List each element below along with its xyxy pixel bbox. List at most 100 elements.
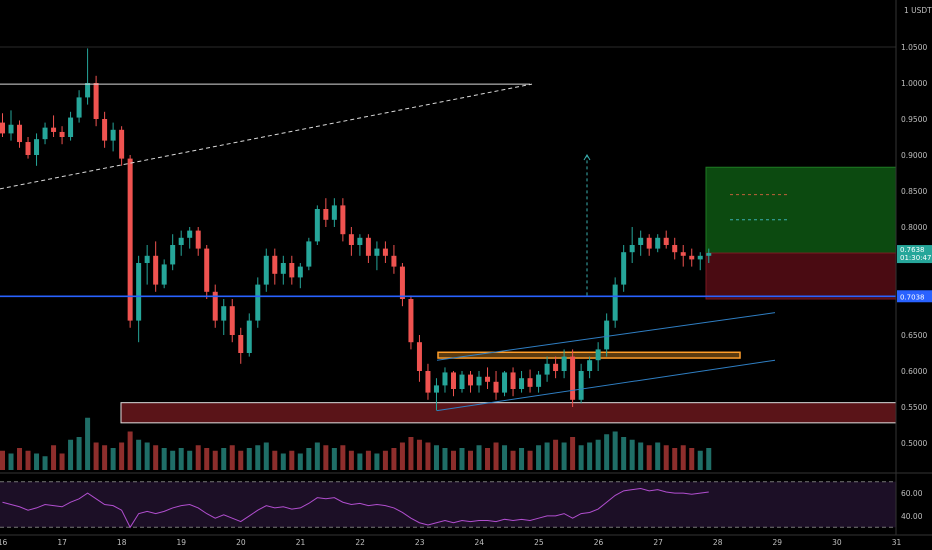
candle-body bbox=[297, 266, 303, 278]
candle-body bbox=[365, 237, 371, 256]
candle-body bbox=[110, 129, 116, 141]
y-tick-label: 1.0000 bbox=[901, 79, 927, 88]
dashed-trendline bbox=[0, 83, 533, 190]
candle-body bbox=[34, 139, 40, 155]
volume-bar bbox=[519, 448, 525, 470]
volume-bar bbox=[85, 417, 91, 470]
volume-bar bbox=[170, 450, 176, 470]
candle-body bbox=[178, 237, 184, 245]
x-tick-label: 24 bbox=[475, 538, 485, 547]
volume-bar bbox=[697, 450, 703, 470]
candle-body bbox=[25, 142, 31, 155]
candle-body bbox=[0, 122, 5, 134]
rsi-tick-label: 40.00 bbox=[901, 512, 923, 521]
volume-bar bbox=[689, 448, 695, 470]
volume-bar bbox=[612, 431, 618, 470]
volume-bar bbox=[638, 442, 644, 470]
volume-bar bbox=[425, 442, 431, 470]
volume-bar bbox=[76, 437, 82, 470]
x-tick-label: 23 bbox=[415, 538, 425, 547]
x-axis-strip bbox=[0, 535, 932, 550]
volume-bar bbox=[17, 448, 23, 470]
candle-body bbox=[93, 83, 99, 119]
volume-bar bbox=[229, 445, 235, 470]
volume-bar bbox=[433, 445, 439, 470]
x-tick-label: 17 bbox=[57, 538, 67, 547]
candle-body bbox=[663, 237, 669, 245]
candle-body bbox=[314, 209, 320, 242]
candle-body bbox=[136, 263, 142, 321]
y-tick-label: 0.5000 bbox=[901, 439, 927, 448]
y-tick-label: 0.9000 bbox=[901, 151, 927, 160]
candle-body bbox=[706, 253, 712, 256]
volume-bar bbox=[306, 448, 312, 470]
volume-bar bbox=[68, 439, 74, 470]
candle-body bbox=[17, 124, 23, 143]
candle-body bbox=[399, 266, 405, 299]
x-tick-label: 25 bbox=[534, 538, 544, 547]
x-tick-label: 27 bbox=[653, 538, 663, 547]
volume-bar bbox=[136, 439, 142, 470]
volume-bar bbox=[93, 442, 99, 470]
x-tick-label: 19 bbox=[177, 538, 187, 547]
volume-bar bbox=[340, 445, 346, 470]
candle-body bbox=[42, 127, 48, 140]
volume-bar bbox=[289, 450, 295, 470]
candle-body bbox=[59, 131, 65, 137]
x-tick-label: 21 bbox=[296, 538, 306, 547]
candle-body bbox=[689, 255, 695, 260]
candle-body bbox=[510, 372, 516, 389]
candle-body bbox=[51, 127, 57, 132]
volume-bar bbox=[527, 450, 533, 470]
candle-body bbox=[229, 306, 235, 335]
rsi-tick-label: 60.00 bbox=[901, 489, 923, 498]
candle-body bbox=[187, 230, 193, 238]
candle-body bbox=[561, 356, 567, 371]
candle-body bbox=[502, 372, 508, 393]
candle-body bbox=[127, 158, 133, 321]
candle-body bbox=[604, 320, 610, 350]
candle-body bbox=[340, 205, 346, 235]
x-tick-label: 20 bbox=[236, 538, 246, 547]
volume-bar bbox=[357, 453, 363, 470]
candle-body bbox=[646, 237, 652, 249]
volume-bar bbox=[280, 453, 286, 470]
volume-bar bbox=[493, 442, 499, 470]
rsi-band bbox=[0, 481, 896, 528]
volume-bar bbox=[663, 445, 669, 470]
y-tick-label: 0.5500 bbox=[901, 403, 927, 412]
candle-body bbox=[553, 363, 559, 371]
x-tick-label: 18 bbox=[117, 538, 127, 547]
volume-bar bbox=[621, 437, 627, 470]
y-tick-label: 0.8500 bbox=[901, 187, 927, 196]
x-tick-label: 16 bbox=[0, 538, 7, 547]
volume-bar bbox=[544, 442, 550, 470]
candle-body bbox=[578, 371, 584, 400]
candle-body bbox=[153, 255, 159, 285]
volume-bar bbox=[110, 448, 116, 470]
volume-bar bbox=[629, 439, 635, 470]
y-tick-label: 1.0500 bbox=[901, 43, 927, 52]
volume-bar bbox=[374, 453, 380, 470]
candle-body bbox=[289, 263, 295, 278]
currency-label: 1 USDT bbox=[904, 6, 932, 15]
volume-bar bbox=[59, 453, 65, 470]
volume-bar bbox=[119, 442, 125, 470]
loss-zone bbox=[705, 252, 897, 300]
volume-bar bbox=[391, 448, 397, 470]
channel-lower-line bbox=[436, 359, 776, 412]
volume-bar bbox=[204, 448, 210, 470]
x-tick-label: 31 bbox=[892, 538, 902, 547]
volume-bar bbox=[595, 439, 601, 470]
volume-bar bbox=[416, 439, 422, 470]
candle-body bbox=[323, 209, 329, 220]
candle-body bbox=[485, 376, 491, 382]
candle-body bbox=[680, 252, 686, 256]
candle-body bbox=[433, 385, 439, 393]
volume-bar bbox=[246, 448, 252, 470]
support-price-label: 0.7038 bbox=[900, 293, 925, 301]
resistance-zone-box bbox=[437, 351, 741, 359]
y-tick-label: 0.6000 bbox=[901, 367, 927, 376]
volume-bar bbox=[399, 442, 405, 470]
